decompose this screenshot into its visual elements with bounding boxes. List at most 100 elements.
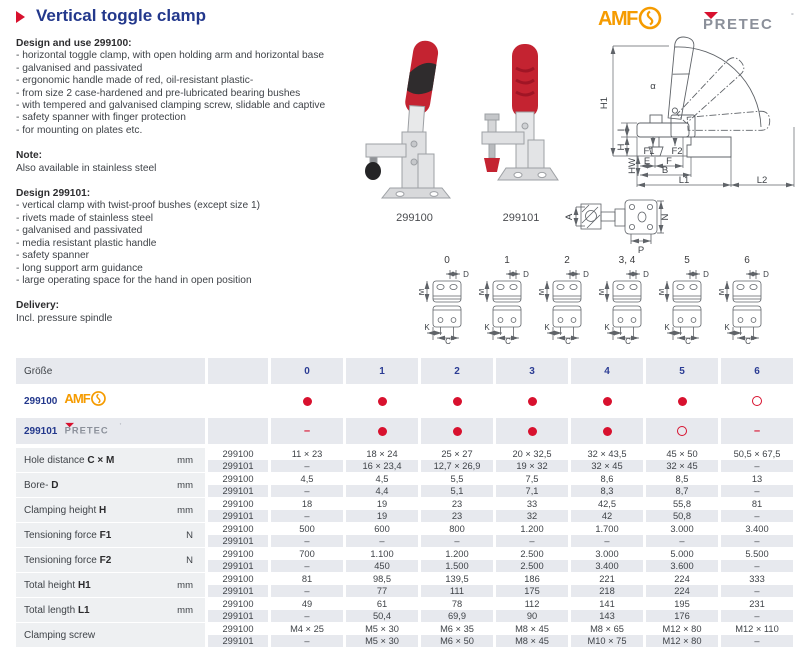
variant-cell: 299101: [208, 560, 268, 572]
dim-e: E: [644, 156, 650, 167]
variant-cell: 299100: [222, 549, 254, 559]
value-cell: –: [271, 485, 343, 497]
section-line: Also available in stainless steel: [16, 162, 157, 174]
availability-cell: –: [271, 418, 343, 444]
spec-label: Clamping screw: [24, 629, 96, 641]
spec-sub-row: 299100 500 600 800 1.200 1.700 3.000 3.400: [208, 523, 796, 535]
value-cell: –: [271, 635, 343, 647]
product-caption: 299100: [396, 212, 433, 224]
size-variant-item: 6 D M K C: [717, 254, 777, 350]
size-variant-item: 5 D M K C: [657, 254, 717, 350]
size-variant-label: 6: [744, 255, 750, 266]
value-cell: 19: [346, 510, 418, 522]
dim-m: M: [719, 288, 726, 295]
amf-logo: AMF: [598, 6, 662, 30]
spec-unit: N: [186, 554, 193, 566]
value-cell: 25 × 27: [441, 449, 473, 459]
value-cell: 175: [496, 585, 568, 597]
clamp-handle: [405, 40, 439, 115]
dim-h: H: [616, 143, 627, 150]
table-header-row: Größe 0 1 2 3 4 5 6: [16, 358, 797, 384]
value-cell: 61: [376, 599, 388, 609]
variant-cell: 299101: [208, 510, 268, 522]
availability-cell: [646, 388, 718, 414]
availability-cell: [571, 388, 643, 414]
dim-c: C: [625, 337, 631, 345]
value-cell: 3.600: [646, 560, 718, 572]
available-dot-icon: [527, 396, 537, 406]
spec-sub-row: 299101–4,4 5,1 7,1 8,3 8,7–: [208, 485, 796, 497]
availability-cell: [271, 388, 343, 414]
size-variant-item: 3, 4 D M K C: [597, 254, 657, 350]
value-cell: 5,1: [421, 485, 493, 497]
size-variant-drawing: D M K C: [477, 267, 537, 350]
value-cell: M4 × 25: [290, 624, 324, 634]
dim-c: C: [745, 337, 751, 345]
available-dot-icon: [377, 396, 387, 406]
dim-d: D: [643, 270, 649, 279]
spec-unit: mm: [177, 579, 193, 591]
value-cell: M5 × 30: [365, 624, 399, 634]
spec-values: 299100 81 98,5 139,5 186 221 224 333 299101–77 11…: [208, 573, 796, 597]
base-plate-drawing: D M K C: [537, 270, 589, 346]
spec-label-cell: Hole distance C × M mm: [16, 448, 205, 472]
product-number: 299101: [24, 425, 58, 437]
spec-unit: mm: [177, 604, 193, 616]
available-dot-icon: [302, 396, 312, 406]
value-cell: 800: [449, 524, 465, 534]
dim-m: M: [539, 288, 546, 295]
spec-row: Bore- D mm 299100 4,5 4,5 5,5 7,5 8,6 8,5 13 29910…: [16, 473, 797, 497]
spec-values: 299100 4,5 4,5 5,5 7,5 8,6 8,5 13 299101–4,4 5,1 7…: [208, 473, 796, 497]
spec-sub-row: 299100 700 1.100 1.200 2.500 3.000 5.000 5.500: [208, 548, 796, 560]
spec-sub-row: 299101– M5 × 30 M6 × 50 M8 × 45 M10 × 75 M12 …: [208, 635, 796, 647]
side-view-outline: [636, 36, 771, 158]
base-plate-drawing: D M K C: [717, 270, 769, 346]
value-cell: 7,5: [525, 474, 539, 484]
spec-unit: mm: [177, 479, 193, 491]
value-cell: 32 × 45: [571, 460, 643, 472]
value-cell: 55,8: [672, 499, 692, 509]
available-dot-icon: [527, 426, 537, 436]
value-cell: 143: [571, 610, 643, 622]
spec-values: 299100 11 × 23 18 × 24 25 × 27 20 × 32,5 32 ×…: [208, 448, 796, 472]
product-caption: 299101: [502, 212, 540, 224]
variant-cell: 299100: [222, 524, 254, 534]
availability-product: 299100 AMF: [16, 388, 205, 414]
description-section: Delivery: Incl. pressure spindle: [16, 300, 368, 325]
spec-unit: N: [186, 529, 193, 541]
value-cell: 141: [599, 599, 615, 609]
value-cell: –: [271, 460, 343, 472]
section-line: - safety spanner: [16, 250, 90, 262]
value-cell: 231: [749, 599, 765, 609]
clamp-base: [380, 187, 452, 199]
dim-m: M: [599, 288, 606, 295]
availability-cell: [421, 418, 493, 444]
spec-row: Tensioning force F2 N 299100 700 1.100 1.200 2…: [16, 548, 797, 572]
value-cell: 32 × 45: [646, 460, 718, 472]
spec-label: Bore- D: [24, 479, 59, 491]
value-cell: 1.200: [445, 549, 469, 559]
dim-f: F: [666, 156, 672, 167]
value-cell: 81: [751, 499, 763, 509]
value-cell: –: [721, 560, 793, 572]
spec-sub-row: 299100 11 × 23 18 × 24 25 × 27 20 × 32,5 32 ×…: [208, 448, 796, 460]
value-cell: 7,1: [496, 485, 568, 497]
section-line: - vertical clamp with twist-proof bushes…: [16, 200, 261, 212]
dim-f2: F2: [671, 146, 682, 157]
spindle-red-tip: [484, 158, 500, 172]
value-cell: –: [496, 535, 568, 547]
value-cell: 16 × 23,4: [346, 460, 418, 472]
page-title: Vertical toggle clamp: [36, 6, 207, 25]
value-cell: 224: [646, 585, 718, 597]
dim-alpha: α: [650, 81, 656, 92]
availability-row: 299101 PRETEC ° – –: [16, 418, 797, 444]
base-plate-drawing: D M K C: [477, 270, 529, 346]
dim-d: D: [703, 270, 709, 279]
dimension-labels: H1 α I H HW F1 F2 E F B L1 L2: [599, 81, 767, 186]
size-variant-label: 5: [684, 255, 690, 266]
section-line: - for mounting on plates etc.: [16, 124, 143, 136]
available-dot-icon: [377, 426, 387, 436]
top-view-labels: A N P: [565, 213, 671, 256]
variant-cell: 299101: [208, 535, 268, 547]
